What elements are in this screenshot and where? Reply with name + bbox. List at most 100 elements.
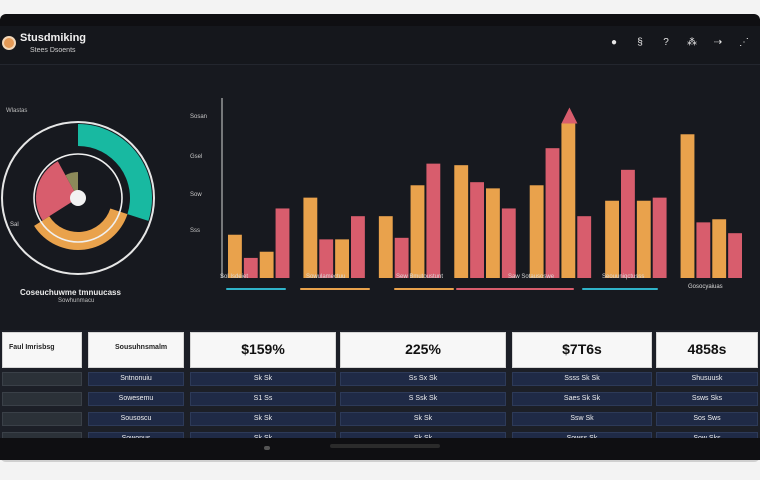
kpi-card[interactable]: $7T6s <box>512 332 652 368</box>
settings-icon[interactable]: ● <box>610 37 618 48</box>
table-row-lead[interactable] <box>2 392 82 406</box>
table-cell[interactable]: S1 Ss <box>190 392 336 406</box>
bar[interactable] <box>712 219 727 278</box>
bar[interactable] <box>501 208 516 278</box>
table-cell[interactable]: Sk Sk <box>340 432 506 438</box>
donut-hub <box>70 190 86 206</box>
bar[interactable] <box>303 197 318 278</box>
table-cell[interactable]: Shusuusk <box>656 372 758 386</box>
bar[interactable] <box>228 234 242 278</box>
donut-panel: Wlastas Sal Coseuchuwme tmnuucass Sowhun… <box>0 66 170 304</box>
bar[interactable] <box>335 239 349 278</box>
kpi-value: $159% <box>241 341 285 357</box>
arrows-icon[interactable]: ⇢ <box>713 37 723 48</box>
bar[interactable] <box>680 134 695 278</box>
table-cell[interactable]: Ssw Sk <box>512 412 652 426</box>
kpi-card[interactable]: Sousuhnsmalm <box>88 332 184 368</box>
table-cell[interactable]: Sos Sws <box>656 412 758 426</box>
table-row-lead[interactable] <box>2 432 82 438</box>
bar[interactable] <box>486 188 500 278</box>
device-chin <box>0 438 760 460</box>
y-tick-label: Sss <box>190 228 201 234</box>
table-cell[interactable]: Ss Sx Sk <box>340 372 506 386</box>
bar[interactable] <box>410 185 425 278</box>
donut-slice[interactable] <box>35 161 78 221</box>
bar[interactable] <box>696 222 711 278</box>
table-cell[interactable]: Saes Sk Sk <box>512 392 652 406</box>
donut-subcaption: Sowhunmacu <box>58 298 95 304</box>
help-icon[interactable]: ? <box>663 37 669 48</box>
device-notch <box>330 444 440 448</box>
bar-chart <box>221 98 742 278</box>
bar[interactable] <box>728 233 742 278</box>
toolbar-icons: ● § ? ⁂ ⇢ ⋰ <box>608 38 750 48</box>
table-cell[interactable]: S Ssk Sk <box>340 392 506 406</box>
table-cell[interactable]: Sousoscu <box>88 412 184 426</box>
y-tick-label: Sow <box>190 192 202 198</box>
bar[interactable] <box>605 200 619 278</box>
bar[interactable] <box>545 148 560 278</box>
donut-outer-ring <box>1 121 155 275</box>
table-cell[interactable]: Sk Sk <box>190 412 336 426</box>
table-cell[interactable]: Sowesemu <box>88 392 184 406</box>
donut-caption: Coseuchuwme tmnuucass <box>20 288 121 297</box>
x-group-label: Sowulamectuu <box>306 274 346 280</box>
bar[interactable] <box>351 216 365 278</box>
x-group-label: Sol Isdeiet <box>220 274 249 280</box>
table-cell[interactable]: Sk Sk <box>190 372 336 386</box>
table-cell[interactable]: Sowss Sk <box>512 432 652 438</box>
kpi-label: Faul Imrisbsg <box>9 344 55 351</box>
kpi-card[interactable]: 4858s <box>656 332 758 368</box>
bar[interactable] <box>319 239 334 278</box>
bar[interactable] <box>243 257 258 278</box>
bar[interactable] <box>454 165 469 278</box>
app-logo-icon <box>2 36 16 50</box>
kpi-label: Sousuhnsmalm <box>115 344 168 351</box>
kpi-card[interactable]: $159% <box>190 332 336 368</box>
donut-inner-ring <box>33 153 123 243</box>
dashboard-screen: Stusdmiking Stees Dsoents ● § ? ⁂ ⇢ ⋰ Wl… <box>0 26 760 438</box>
bar[interactable] <box>636 200 651 278</box>
table-row-lead[interactable] <box>2 412 82 426</box>
donut-slice[interactable] <box>78 124 152 221</box>
app-title: Stusdmiking <box>20 32 87 44</box>
bar[interactable] <box>577 216 592 278</box>
bar[interactable] <box>378 216 393 278</box>
donut-chart <box>1 121 155 275</box>
kpi-card[interactable]: Faul Imrisbsg <box>2 332 82 368</box>
legend-line <box>300 288 370 290</box>
bar[interactable] <box>275 208 290 278</box>
device-frame: Stusdmiking Stees Dsoents ● § ? ⁂ ⇢ ⋰ Wl… <box>0 14 760 460</box>
bar[interactable] <box>529 185 544 278</box>
bar[interactable] <box>394 237 409 278</box>
donut-side-label: Sal <box>10 222 19 228</box>
legend-line <box>582 288 658 290</box>
lock-icon[interactable]: § <box>637 37 643 48</box>
table-row-lead[interactable] <box>2 372 82 386</box>
table-cell[interactable]: Sntnonuiu <box>88 372 184 386</box>
share-icon[interactable]: ⁂ <box>687 37 697 48</box>
x-group-label: Saw Sotausoswe <box>508 274 555 280</box>
bar[interactable] <box>621 169 635 278</box>
bar-chart-panel: Sosan Gsel Sow Sss Sol Isdeiet Sowulamec… <box>188 66 756 308</box>
donut-slice[interactable] <box>34 208 128 251</box>
table-cell[interactable]: Ssss Sk Sk <box>512 372 652 386</box>
bar[interactable] <box>652 197 667 278</box>
table-cell[interactable]: Sk Sk <box>190 432 336 438</box>
power-button[interactable] <box>264 446 270 450</box>
kpi-value: 4858s <box>687 341 727 357</box>
bar[interactable] <box>470 182 484 278</box>
kpi-value: 225% <box>405 341 441 357</box>
kpi-card[interactable]: 225% <box>340 332 506 368</box>
bar[interactable] <box>561 123 576 278</box>
bar[interactable] <box>259 251 274 278</box>
bar[interactable] <box>426 163 441 278</box>
title-bar: Stusdmiking Stees Dsoents ● § ? ⁂ ⇢ ⋰ <box>0 26 760 65</box>
legend-line <box>394 288 454 290</box>
table-cell[interactable]: Sk Sk <box>340 412 506 426</box>
y-tick-label: Gsel <box>190 154 203 160</box>
table-cell[interactable]: Sowonus <box>88 432 184 438</box>
menu-icon[interactable]: ⋰ <box>739 37 749 48</box>
table-cell[interactable]: Ssws Sks <box>656 392 758 406</box>
table-cell[interactable]: Sow Sks <box>656 432 758 438</box>
